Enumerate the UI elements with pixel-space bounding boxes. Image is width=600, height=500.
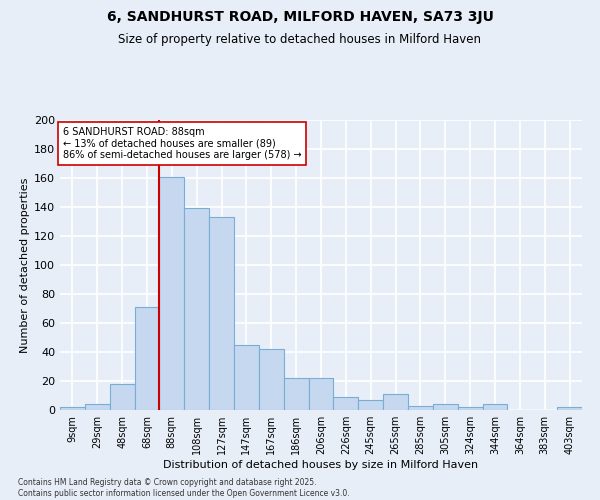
Bar [408,406,433,410]
Bar [334,397,358,410]
Text: 6 SANDHURST ROAD: 88sqm
← 13% of detached houses are smaller (89)
86% of semi-de: 6 SANDHURST ROAD: 88sqm ← 13% of detache… [62,127,301,160]
X-axis label: Distribution of detached houses by size in Milford Haven: Distribution of detached houses by size … [163,460,479,470]
Y-axis label: Number of detached properties: Number of detached properties [20,178,30,352]
Bar [134,307,160,410]
Bar [60,407,85,410]
Bar [482,404,508,410]
Bar [234,345,259,410]
Bar [433,404,458,410]
Bar [308,378,334,410]
Bar [160,176,184,410]
Text: 6, SANDHURST ROAD, MILFORD HAVEN, SA73 3JU: 6, SANDHURST ROAD, MILFORD HAVEN, SA73 3… [107,10,493,24]
Bar [284,378,308,410]
Bar [259,349,284,410]
Text: Size of property relative to detached houses in Milford Haven: Size of property relative to detached ho… [119,32,482,46]
Bar [110,384,134,410]
Bar [383,394,408,410]
Bar [557,407,582,410]
Bar [85,404,110,410]
Bar [458,407,482,410]
Bar [209,217,234,410]
Bar [358,400,383,410]
Bar [184,208,209,410]
Text: Contains HM Land Registry data © Crown copyright and database right 2025.
Contai: Contains HM Land Registry data © Crown c… [18,478,350,498]
